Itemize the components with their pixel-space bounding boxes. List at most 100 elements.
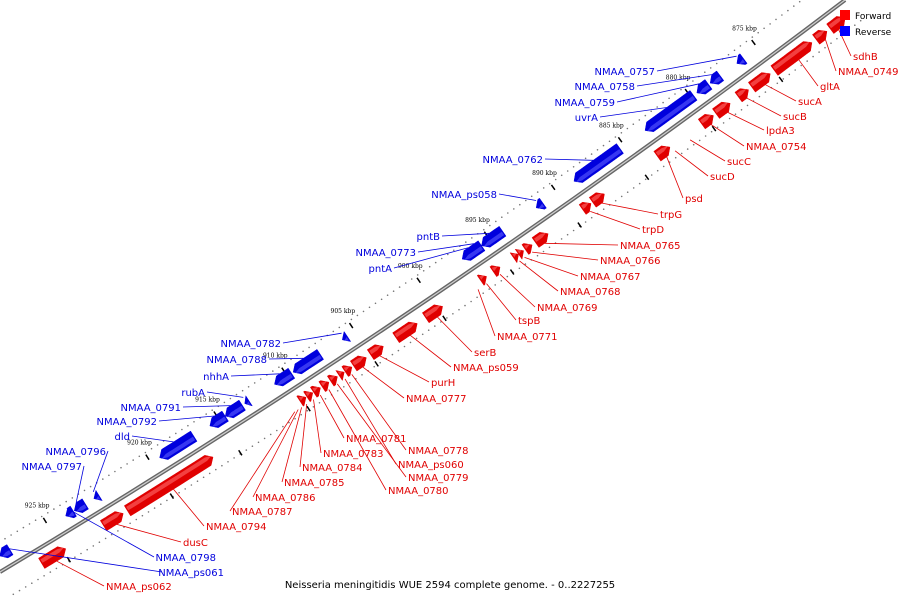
ruler-dot: [168, 436, 171, 439]
ruler-dot: [306, 409, 309, 412]
leader-line: [532, 251, 599, 261]
ruler-dot: [590, 153, 593, 155]
ruler-dot: [229, 397, 232, 400]
ruler-dot: [614, 199, 617, 202]
ruler-dot: [764, 91, 767, 93]
forward-gene-label: serB: [474, 348, 496, 359]
leader-line: [590, 211, 641, 230]
ruler-dot: [108, 474, 110, 477]
reverse-gene-arrow: [736, 53, 748, 65]
ruler-dot: [276, 429, 278, 432]
leader-line: [636, 74, 712, 87]
leader-line: [230, 373, 280, 377]
reverse-gene-arrow: [225, 399, 246, 419]
ruler-dot: [190, 484, 193, 486]
ruler-dot: [257, 441, 260, 444]
ruler-dot: [71, 497, 74, 499]
forward-gene-label: NMAA_0777: [406, 394, 467, 405]
ruler-dot: [211, 409, 213, 412]
leader-line: [441, 232, 490, 237]
leader-line: [56, 560, 105, 587]
ruler-dot: [769, 23, 771, 25]
ruler-dot: [536, 254, 539, 257]
ruler-dot: [379, 361, 382, 364]
ruler-dot: [566, 233, 569, 236]
leader-line: [544, 158, 594, 161]
ruler-dot: [440, 257, 443, 260]
ruler-dot: [410, 278, 413, 280]
ruler-dot: [704, 135, 707, 137]
ruler-dot: [344, 322, 347, 325]
leader-line: [158, 415, 215, 422]
forward-gene-arrow: [578, 201, 592, 215]
leader-line: [666, 156, 684, 199]
leader-line: [674, 150, 709, 177]
ruler-dot: [43, 575, 45, 577]
ruler-dot: [55, 567, 58, 570]
leader-line: [393, 247, 469, 269]
ruler-dot: [680, 152, 683, 155]
ruler-dot: [362, 310, 365, 313]
ruler-dot: [403, 345, 406, 348]
reverse-gene-label: NMAA_0788: [206, 355, 267, 366]
reverse-gene-label: pntB: [417, 232, 441, 243]
leader-line: [765, 84, 797, 102]
reverse-gene-label: NMAA_ps058: [431, 190, 497, 201]
ruler-dot: [662, 101, 664, 104]
ruler-dot: [746, 104, 749, 107]
forward-gene-label: NMAA_0768: [560, 287, 621, 298]
ruler-dot: [269, 433, 272, 436]
leader-line: [66, 507, 155, 558]
reverse-gene-arrow: [74, 498, 89, 513]
tick-label: 905 kbp: [331, 308, 356, 315]
forward-gene-label: lpdA3: [766, 126, 795, 137]
map-caption: Neisseria meningitidis WUE 2594 complete…: [285, 580, 615, 591]
leader-line: [486, 283, 517, 321]
leader-line: [477, 289, 496, 337]
ruler-dot: [324, 398, 327, 400]
leader-line: [437, 316, 473, 353]
ruler-dot: [49, 571, 52, 573]
ruler-dot: [698, 139, 701, 142]
ruler-dot: [727, 53, 730, 56]
reverse-gene-arrow: [709, 70, 725, 85]
ruler-dot: [656, 169, 659, 172]
forward-gene-arrow: [588, 192, 605, 208]
ruler-dot: [153, 507, 156, 509]
forward-gene-label: NMAA_0769: [537, 303, 598, 314]
reverse-gene-arrow: [274, 367, 296, 387]
ruler-dot: [373, 365, 376, 368]
ruler-dot: [18, 589, 21, 592]
label-leader-lines: [1, 29, 852, 587]
ruler-dot: [421, 333, 424, 336]
ruler-dot: [247, 386, 250, 388]
leader-line: [689, 139, 726, 162]
ruler-dot: [692, 80, 694, 82]
forward-gene-label: NMAA_ps060: [398, 460, 464, 471]
leader-line: [328, 389, 387, 491]
forward-gene-arrow: [476, 274, 487, 286]
forward-gene-arrow: [812, 29, 828, 45]
ruler-dot: [427, 329, 430, 332]
ruler-dot: [668, 97, 670, 100]
tick-label: 915 kbp: [195, 396, 220, 403]
ruler-dot: [775, 18, 777, 21]
reverse-gene-label: NMAA_0782: [220, 339, 281, 350]
ruler-dot: [34, 519, 37, 521]
ruler-dot: [602, 144, 605, 147]
ruler-dot: [812, 55, 814, 58]
ruler-dot: [530, 195, 533, 198]
reverse-gene-arrow: [573, 143, 624, 183]
forward-gene-label: NMAA_0784: [302, 463, 363, 474]
forward-gene-label: gltA: [820, 82, 840, 93]
ruler-dot: [806, 60, 808, 62]
ruler-dot: [470, 300, 472, 303]
forward-gene-arrow: [341, 365, 353, 377]
ruler-dot: [374, 302, 377, 305]
forward-gene-label: NMAA_0786: [255, 493, 316, 504]
ruler-dot: [215, 468, 217, 471]
ruler-dot: [92, 545, 95, 547]
forward-gene-arrow: [712, 101, 731, 119]
tick-mark: [238, 449, 243, 456]
tick-label: 910 kbp: [263, 353, 288, 360]
